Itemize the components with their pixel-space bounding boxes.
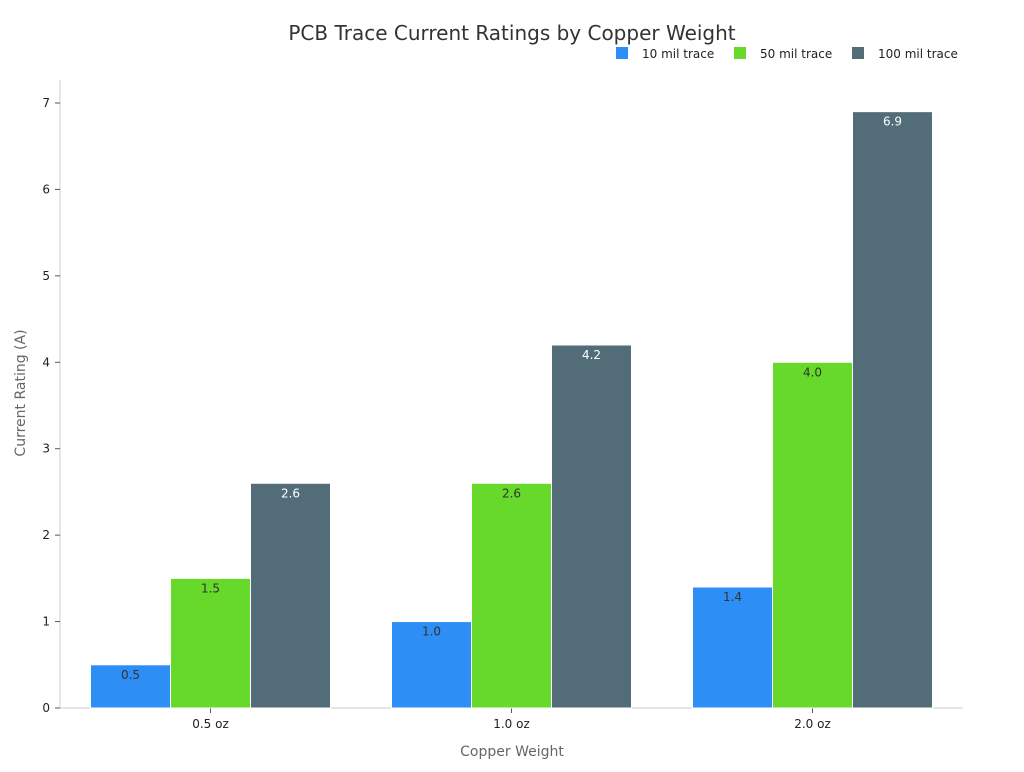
y-tick-label: 1 bbox=[42, 615, 50, 629]
bar-value-label: 6.9 bbox=[883, 115, 902, 129]
y-axis-label: Current Rating (A) bbox=[13, 329, 29, 456]
bar[interactable] bbox=[692, 586, 773, 709]
x-axis: 0.5 oz 1.0 oz 2.0 oz bbox=[60, 707, 963, 731]
legend-item-label: 10 mil trace bbox=[642, 47, 714, 61]
bar-value-label: 0.5 bbox=[121, 668, 140, 682]
bar[interactable] bbox=[391, 621, 472, 709]
y-tick-label: 2 bbox=[42, 528, 50, 542]
legend: 10 mil trace 50 mil trace 100 mil trace bbox=[616, 47, 958, 61]
bar-value-label: 4.0 bbox=[803, 365, 822, 379]
x-tick-label: 1.0 oz bbox=[493, 717, 530, 731]
y-tick-label: 7 bbox=[42, 96, 50, 110]
bar[interactable] bbox=[852, 111, 933, 709]
bar-value-label: 4.2 bbox=[582, 348, 601, 362]
chart-title: PCB Trace Current Ratings by Copper Weig… bbox=[288, 21, 735, 45]
y-tick-label: 0 bbox=[42, 701, 50, 715]
x-axis-label: Copper Weight bbox=[460, 744, 564, 760]
bars bbox=[90, 111, 933, 709]
bar-value-label: 1.5 bbox=[201, 581, 220, 595]
y-tick-label: 5 bbox=[42, 269, 50, 283]
bar[interactable] bbox=[471, 482, 552, 709]
bar[interactable] bbox=[170, 577, 251, 709]
bar-value-label: 2.6 bbox=[502, 486, 521, 500]
y-tick-label: 6 bbox=[42, 182, 50, 196]
legend-swatch bbox=[734, 47, 746, 59]
legend-swatch bbox=[616, 47, 628, 59]
bar-value-label: 2.6 bbox=[281, 486, 300, 500]
x-tick-label: 2.0 oz bbox=[794, 717, 831, 731]
legend-item-label: 50 mil trace bbox=[760, 47, 832, 61]
y-axis: 0 1 2 3 4 5 6 7 bbox=[42, 80, 61, 715]
legend-item-label: 100 mil trace bbox=[878, 47, 958, 61]
bar[interactable] bbox=[551, 344, 632, 709]
bar-value-label: 1.0 bbox=[422, 625, 441, 639]
bar-value-label: 1.4 bbox=[723, 590, 742, 604]
bar[interactable] bbox=[250, 482, 331, 709]
bar[interactable] bbox=[772, 361, 853, 709]
y-tick-label: 4 bbox=[42, 355, 50, 369]
bar-labels: 0.5 1.5 2.6 1.0 2.6 4.2 1.4 4.0 6.9 bbox=[121, 115, 902, 682]
x-tick-label: 0.5 oz bbox=[192, 717, 229, 731]
legend-swatch bbox=[852, 47, 864, 59]
y-tick-label: 3 bbox=[42, 442, 50, 456]
